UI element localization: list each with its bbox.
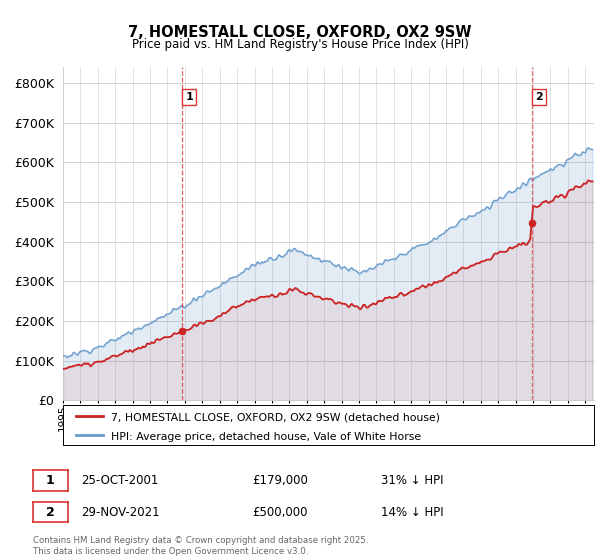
Text: 25-OCT-2001: 25-OCT-2001 [81, 474, 158, 487]
Text: Price paid vs. HM Land Registry's House Price Index (HPI): Price paid vs. HM Land Registry's House … [131, 38, 469, 51]
Text: 1: 1 [46, 474, 55, 487]
Text: 7, HOMESTALL CLOSE, OXFORD, OX2 9SW (detached house): 7, HOMESTALL CLOSE, OXFORD, OX2 9SW (det… [111, 413, 440, 423]
Text: 7, HOMESTALL CLOSE, OXFORD, OX2 9SW: 7, HOMESTALL CLOSE, OXFORD, OX2 9SW [128, 25, 472, 40]
Text: 14% ↓ HPI: 14% ↓ HPI [381, 506, 443, 519]
Text: HPI: Average price, detached house, Vale of White Horse: HPI: Average price, detached house, Vale… [111, 432, 421, 442]
Text: Contains HM Land Registry data © Crown copyright and database right 2025.
This d: Contains HM Land Registry data © Crown c… [33, 536, 368, 556]
Text: 1: 1 [185, 92, 193, 102]
Text: 31% ↓ HPI: 31% ↓ HPI [381, 474, 443, 487]
Text: 29-NOV-2021: 29-NOV-2021 [81, 506, 160, 519]
Text: £179,000: £179,000 [252, 474, 308, 487]
Text: 2: 2 [46, 506, 55, 519]
Text: 2: 2 [535, 92, 543, 102]
Text: £500,000: £500,000 [252, 506, 308, 519]
